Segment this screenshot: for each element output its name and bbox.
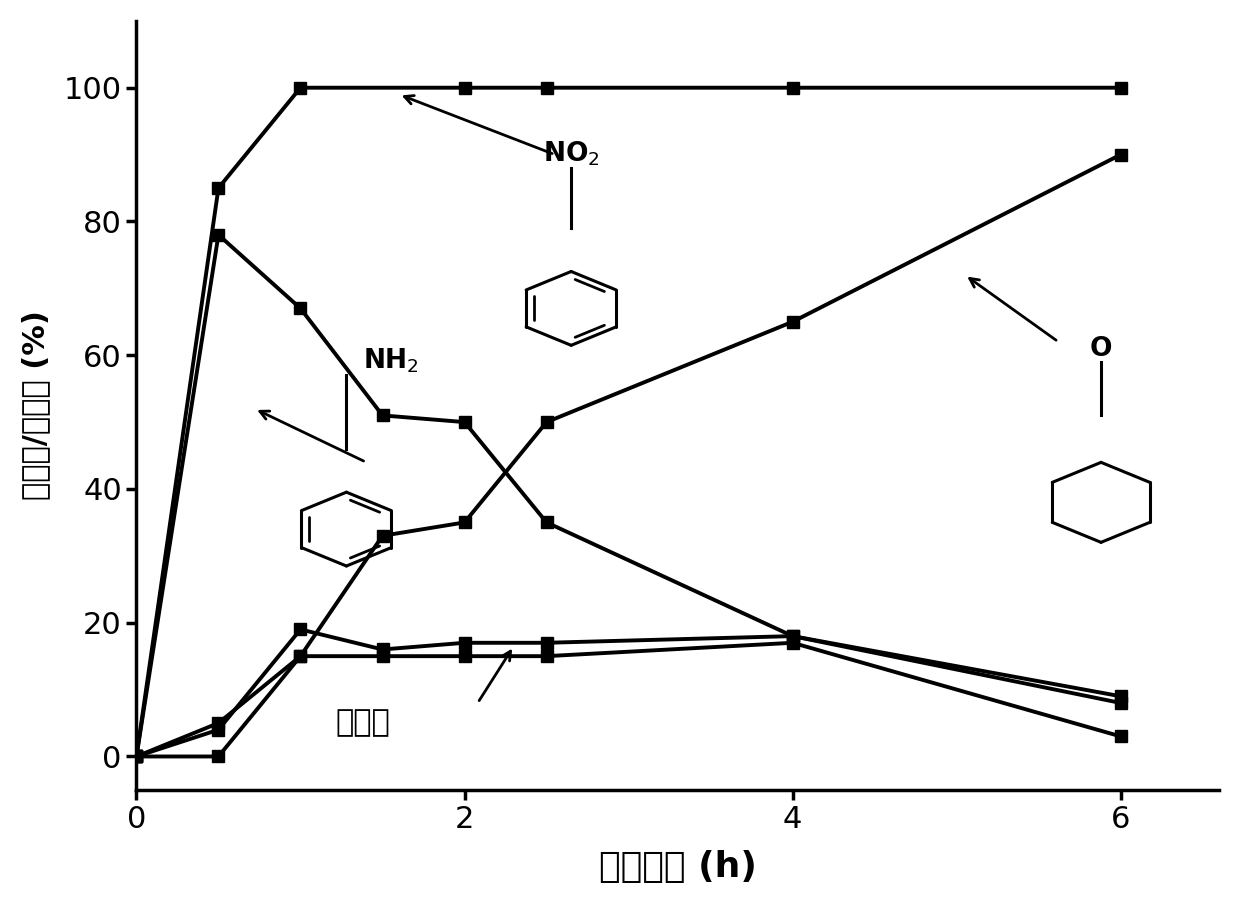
Text: NO$_2$: NO$_2$ bbox=[543, 139, 600, 168]
Text: O: O bbox=[1090, 336, 1112, 362]
Text: NH$_2$: NH$_2$ bbox=[363, 347, 419, 376]
X-axis label: 反应时间 (h): 反应时间 (h) bbox=[599, 850, 756, 884]
Text: 副产物: 副产物 bbox=[336, 709, 391, 738]
Y-axis label: 转化率/选择性 (%): 转化率/选择性 (%) bbox=[21, 310, 50, 500]
